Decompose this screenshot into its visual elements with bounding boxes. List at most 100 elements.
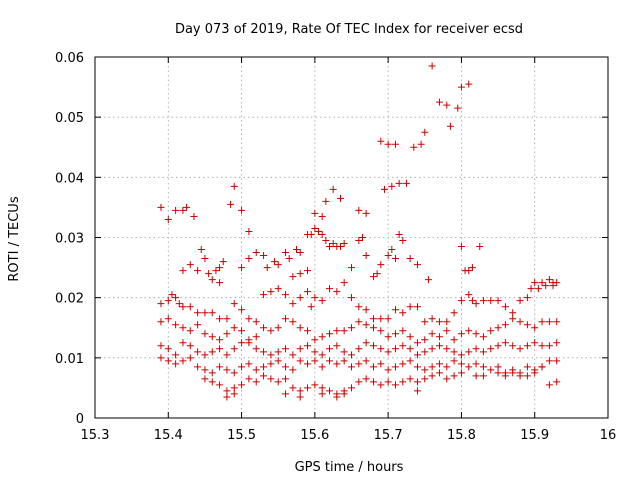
data-point: [274, 348, 282, 356]
data-point: [157, 318, 165, 326]
data-point: [260, 348, 268, 356]
data-point: [348, 264, 355, 272]
y-axis-label: ROTI / TECUs: [7, 196, 22, 281]
data-point: [479, 372, 487, 380]
data-point: [468, 264, 476, 272]
data-point: [318, 351, 326, 359]
data-point: [172, 351, 180, 359]
data-point: [531, 369, 539, 377]
x-tick-label: 16: [600, 428, 617, 443]
data-point: [509, 309, 517, 317]
data-point: [179, 357, 187, 365]
data-point: [399, 342, 407, 350]
x-axis-label: GPS time / hours: [295, 460, 404, 475]
data-point: [201, 351, 209, 359]
data-point: [457, 369, 465, 377]
data-point: [443, 375, 451, 383]
y-tick-label: 0.05: [55, 111, 84, 126]
data-point: [369, 342, 377, 350]
data-point: [549, 279, 557, 287]
data-point: [326, 243, 334, 251]
data-point: [326, 345, 334, 353]
data-point: [175, 300, 183, 308]
data-point: [413, 261, 421, 269]
data-point: [457, 330, 465, 338]
data-point: [450, 348, 458, 356]
data-point: [402, 179, 410, 187]
data-point: [289, 366, 297, 374]
data-point: [282, 315, 290, 323]
y-tick-label: 0: [76, 412, 84, 427]
data-point: [238, 306, 246, 314]
data-point: [271, 258, 279, 266]
data-point: [329, 240, 337, 248]
data-point: [296, 294, 304, 302]
data-point: [362, 306, 370, 314]
data-point: [384, 252, 392, 260]
data-point: [377, 315, 385, 323]
data-point: [340, 327, 348, 335]
data-point: [472, 300, 480, 308]
data-point: [230, 300, 238, 308]
data-point: [428, 363, 436, 371]
data-point: [457, 243, 465, 251]
data-point: [479, 333, 487, 341]
data-point: [538, 279, 546, 287]
data-point: [282, 375, 290, 383]
data-point: [340, 390, 348, 398]
data-point: [252, 249, 260, 257]
data-point: [289, 384, 297, 392]
data-point: [230, 182, 238, 190]
data-point: [465, 348, 473, 356]
data-point: [406, 345, 414, 353]
data-point: [186, 327, 194, 335]
data-point: [245, 255, 253, 263]
data-point: [523, 372, 531, 380]
data-point: [399, 327, 407, 335]
data-point: [516, 318, 524, 326]
data-point: [435, 369, 443, 377]
data-point: [457, 360, 465, 368]
data-point: [157, 203, 165, 211]
data-point: [465, 80, 473, 88]
data-point: [282, 363, 290, 371]
data-point: [494, 342, 502, 350]
data-point: [388, 182, 396, 190]
data-point: [487, 327, 495, 335]
data-point: [362, 339, 370, 347]
data-point: [545, 381, 553, 389]
data-point: [472, 372, 480, 380]
data-point: [340, 357, 348, 365]
data-point: [472, 345, 480, 353]
data-point: [377, 137, 385, 145]
data-point: [421, 128, 429, 136]
data-point: [289, 351, 297, 359]
data-point: [186, 354, 194, 362]
data-point: [399, 237, 407, 245]
data-point: [516, 372, 524, 380]
data-point: [494, 369, 502, 377]
data-point: [384, 348, 392, 356]
data-point: [435, 98, 443, 106]
data-point: [201, 255, 209, 263]
data-point: [304, 360, 312, 368]
data-point: [369, 273, 377, 281]
data-point: [523, 363, 531, 371]
data-point: [333, 327, 341, 335]
data-point: [348, 351, 355, 359]
data-point: [369, 315, 377, 323]
data-point: [238, 381, 246, 389]
data-point: [479, 363, 487, 371]
data-point: [186, 303, 194, 311]
data-point: [296, 345, 304, 353]
data-point: [531, 339, 539, 347]
data-point: [487, 297, 495, 305]
data-point: [443, 327, 451, 335]
data-point: [333, 288, 341, 296]
data-point: [501, 321, 509, 329]
data-point: [216, 363, 224, 371]
data-point: [194, 348, 202, 356]
data-point: [194, 363, 202, 371]
data-point: [223, 387, 231, 395]
data-point: [531, 324, 539, 332]
